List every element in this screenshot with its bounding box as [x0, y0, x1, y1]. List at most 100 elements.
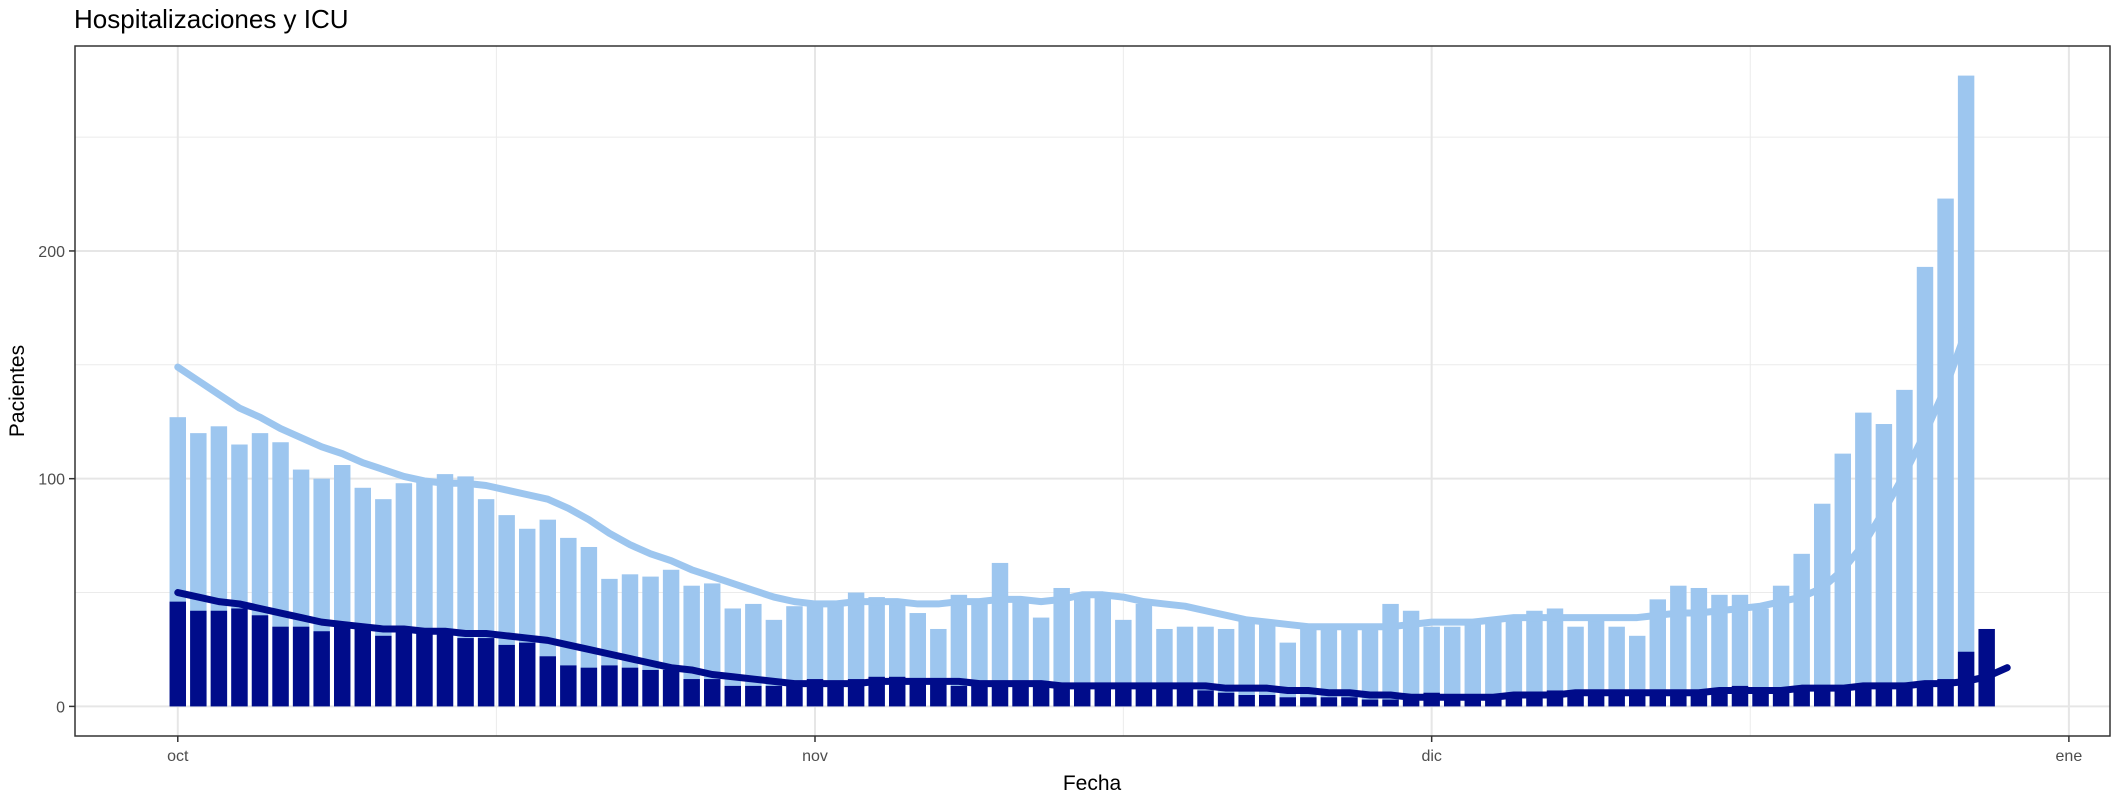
- bar-hospitalizaciones: [1834, 453, 1851, 707]
- bar-hospitalizaciones: [1814, 503, 1831, 707]
- bar-icu: [1402, 699, 1420, 707]
- bar-icu: [251, 615, 269, 707]
- bar-hospitalizaciones: [1731, 594, 1749, 707]
- bar-icu: [1916, 681, 1934, 707]
- x-tick-label: dic: [1421, 748, 1441, 765]
- bar-hospitalizaciones: [1916, 266, 1934, 707]
- bar-icu: [1978, 628, 1995, 707]
- bar-icu: [642, 669, 659, 707]
- bar-icu: [950, 685, 968, 707]
- bar-icu: [930, 683, 947, 707]
- bar-hospitalizaciones: [1135, 603, 1153, 707]
- bar-icu: [1279, 697, 1296, 707]
- bar-icu: [786, 685, 803, 707]
- bar-icu: [1238, 695, 1255, 707]
- bar-icu: [395, 628, 413, 707]
- hospitalizaciones-trend-line: [174, 327, 1970, 631]
- bar-hospitalizaciones: [1772, 585, 1790, 707]
- bar-icu: [1053, 685, 1070, 707]
- x-tick-label: oct: [167, 748, 189, 765]
- bar-icu: [292, 626, 310, 707]
- bar-icu: [1197, 690, 1214, 707]
- bar-icu: [580, 667, 598, 707]
- bar-hospitalizaciones: [1875, 424, 1893, 707]
- bar-hospitalizaciones: [1526, 610, 1543, 707]
- bar-icu: [683, 679, 700, 707]
- bar-hospitalizaciones: [1567, 626, 1584, 707]
- bar-hospitalizaciones: [1670, 585, 1687, 707]
- y-tick-label: 200: [38, 244, 65, 261]
- bar-hospitalizaciones: [1896, 389, 1913, 707]
- bar-icu: [909, 683, 926, 707]
- bar-hospitalizaciones: [1279, 642, 1296, 707]
- bar-icu: [1320, 697, 1338, 707]
- bar-hospitalizaciones: [1320, 626, 1338, 707]
- bar-icu: [231, 608, 248, 707]
- bar-hospitalizaciones: [1793, 553, 1810, 707]
- bar-hospitalizaciones: [1855, 412, 1872, 707]
- bar-icu: [991, 681, 1009, 707]
- bar-hospitalizaciones: [1300, 626, 1317, 707]
- bar-icu: [1361, 699, 1379, 707]
- bar-icu: [1032, 683, 1050, 707]
- bar-hospitalizaciones: [1464, 622, 1481, 707]
- bar-hospitalizaciones: [1259, 619, 1276, 707]
- bar-hospitalizaciones: [1546, 608, 1564, 707]
- x-axis-title: Fecha: [1063, 772, 1122, 795]
- y-tick-label: 0: [56, 699, 65, 716]
- bar-icu: [436, 631, 454, 707]
- bar-icu: [1259, 695, 1276, 707]
- bar-icu: [210, 610, 228, 707]
- bar-icu: [169, 601, 186, 707]
- x-axis: oct nov dic ene: [167, 736, 2082, 765]
- bar-hospitalizaciones: [724, 608, 741, 707]
- bar-hospitalizaciones: [580, 546, 598, 707]
- bar-icu: [354, 626, 371, 707]
- bar-icu: [745, 685, 762, 707]
- bar-icu: [519, 642, 536, 707]
- bar-icu: [375, 635, 392, 707]
- bar-icu: [477, 638, 495, 707]
- bar-icu: [1341, 697, 1358, 707]
- bar-icu: [1012, 683, 1029, 707]
- bar-hospitalizaciones: [1094, 597, 1111, 707]
- bar-hospitalizaciones: [683, 585, 700, 707]
- bar-icu: [1176, 688, 1194, 707]
- bar-icu: [1217, 692, 1235, 707]
- bar-icu: [704, 679, 721, 707]
- bar-icu: [1300, 697, 1317, 707]
- bar-hospitalizaciones: [1629, 635, 1646, 707]
- bar-icu: [539, 656, 556, 707]
- bar-icu: [560, 665, 577, 707]
- plot-border: [74, 45, 2111, 737]
- x-tick-label: nov: [802, 748, 828, 765]
- bar-hospitalizaciones: [1423, 626, 1440, 707]
- bar-icu: [1156, 688, 1173, 707]
- bar-icu: [827, 681, 844, 707]
- bar-hospitalizaciones: [1505, 619, 1523, 707]
- bar-icu: [1135, 688, 1153, 707]
- y-axis: 0 100 200: [38, 244, 75, 716]
- bar-hospitalizaciones: [847, 592, 865, 707]
- x-tick-label: ene: [2056, 748, 2083, 765]
- bar-hospitalizaciones: [1382, 603, 1399, 707]
- bar-hospitalizaciones: [1361, 626, 1379, 707]
- bar-icu: [272, 626, 289, 707]
- bar-hospitalizaciones: [1341, 626, 1358, 707]
- bar-icu: [724, 685, 741, 707]
- bar-icu: [1074, 685, 1091, 707]
- bar-hospitalizaciones: [1690, 587, 1708, 707]
- bar-icu: [313, 631, 330, 707]
- bar-icu: [1382, 699, 1399, 707]
- bar-hospitalizaciones: [1238, 617, 1255, 707]
- bar-icu: [621, 667, 639, 707]
- bar-icu: [416, 628, 433, 707]
- bar-hospitalizaciones: [1444, 626, 1461, 707]
- bar-hospitalizaciones: [1937, 198, 1954, 707]
- bar-icu: [765, 685, 783, 707]
- bar-hospitalizaciones: [1053, 587, 1070, 707]
- bar-icu: [334, 626, 351, 707]
- bar-hospitalizaciones: [1402, 610, 1420, 707]
- bar-icu: [1505, 695, 1523, 707]
